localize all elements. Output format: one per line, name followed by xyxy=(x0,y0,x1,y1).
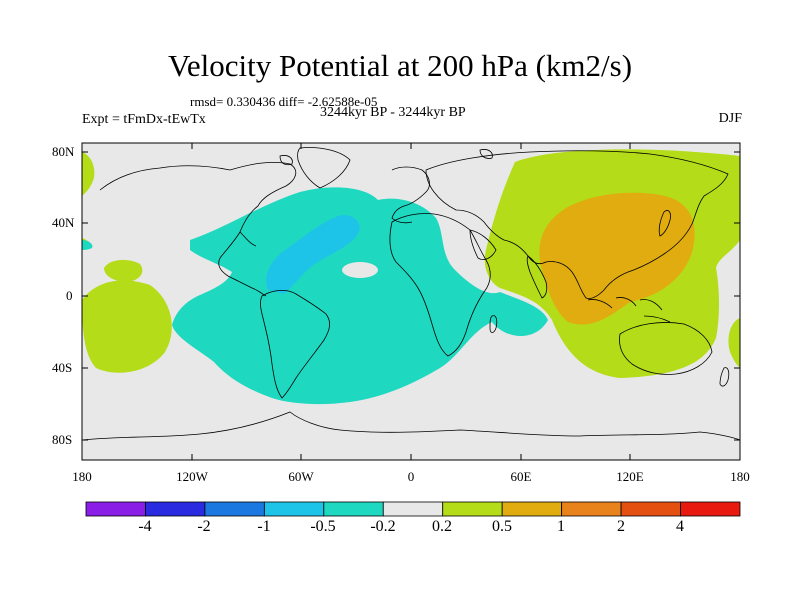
positive-anomaly-pacific-north xyxy=(104,259,143,282)
colorbar-label: -4 xyxy=(138,518,152,535)
negative-anomaly-edge-west xyxy=(82,240,93,250)
colorbar-swatch xyxy=(263,501,325,517)
colorbar-swatch xyxy=(561,501,622,517)
positive-anomaly-edge-east xyxy=(728,318,740,368)
colorbar-label: 2 xyxy=(617,518,625,535)
coastlines xyxy=(82,147,740,441)
lon-label-180e: 180 xyxy=(730,469,750,484)
lat-label-40s: 40S xyxy=(52,360,73,375)
positive-anomaly-core xyxy=(539,192,695,325)
colorbar xyxy=(85,501,741,517)
colorbar-swatch xyxy=(620,501,681,517)
lat-label-80s: 80S xyxy=(52,432,73,447)
colorbar-swatch xyxy=(382,501,444,517)
lat-label-80n: 80N xyxy=(52,144,75,159)
map-title: Velocity Potential at 200 hPa (km2/s) xyxy=(167,48,633,83)
colorbar-label: -0.2 xyxy=(370,518,396,535)
negative-anomaly-atlantic xyxy=(172,187,548,405)
positive-anomaly-pacific xyxy=(82,280,172,373)
map-area xyxy=(82,143,740,460)
colorbar-swatch xyxy=(145,501,206,517)
colorbar-swatch xyxy=(204,501,265,517)
colorbar-label: -1 xyxy=(257,518,271,535)
colorbar-swatch xyxy=(442,501,503,517)
lon-label-60w: 60W xyxy=(288,469,314,484)
negative-anomaly-core xyxy=(266,215,360,294)
lon-label-120w: 120W xyxy=(176,469,208,484)
colorbar-label: -2 xyxy=(197,518,211,535)
colorbar-swatch xyxy=(85,501,146,517)
lon-label-60e: 60E xyxy=(510,469,532,484)
colorbar-label: 0.5 xyxy=(492,518,512,535)
lat-label-40n: 40N xyxy=(52,215,75,230)
lon-label-120e: 120E xyxy=(616,469,644,484)
experiment-label: Expt = tFmDx-tEwTx xyxy=(82,112,206,127)
stats-line: rmsd= 0.330436 diff= -2.62588e-05 xyxy=(190,94,378,109)
colorbar-swatch xyxy=(501,501,563,517)
colorbar-swatch xyxy=(680,501,741,517)
axis-ticks xyxy=(82,143,740,460)
colorbar-label: 0.2 xyxy=(432,518,452,535)
positive-anomaly-edge-west xyxy=(82,152,95,196)
period-label: 3244kyr BP - 3244kyr BP xyxy=(320,105,466,120)
neutral-hole xyxy=(342,262,378,278)
season-label: DJF xyxy=(718,111,742,126)
colorbar-swatch xyxy=(323,501,384,517)
lon-label-0: 0 xyxy=(407,469,415,484)
colorbar-label: -0.5 xyxy=(310,518,336,535)
lat-label-0: 0 xyxy=(66,288,73,303)
colorbar-label: 4 xyxy=(676,518,684,535)
lon-label-180w: 180 xyxy=(72,469,92,484)
colorbar-label: 1 xyxy=(557,518,565,535)
